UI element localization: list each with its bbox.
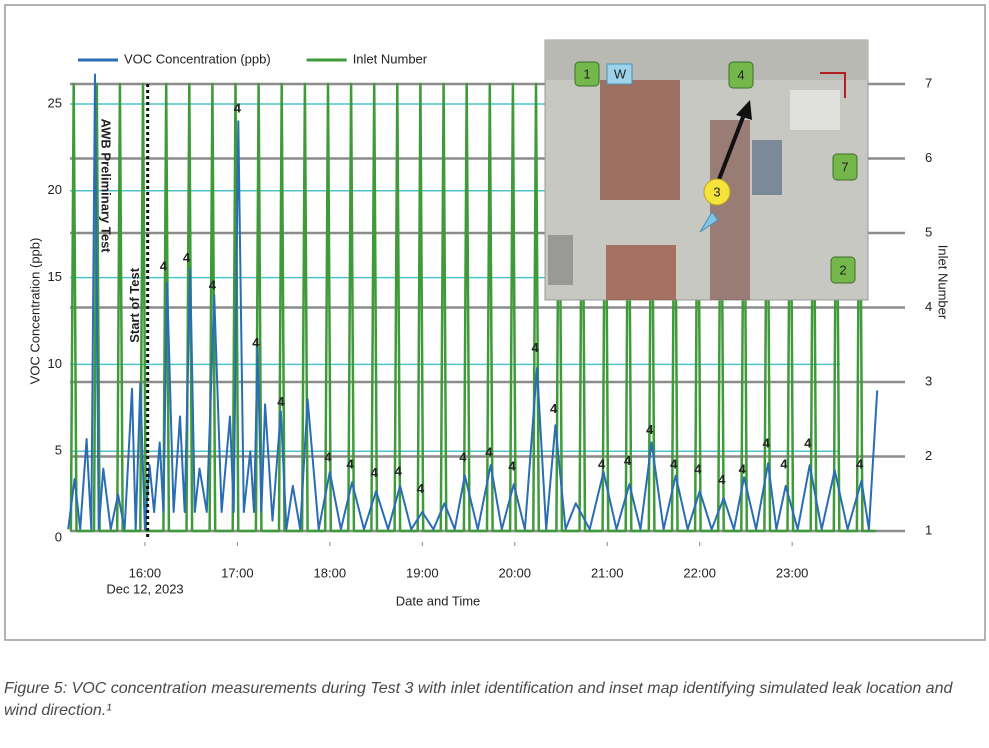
inset-map: 1 W 4 3 7 2 xyxy=(544,39,869,301)
y2-tick-label: 3 xyxy=(925,373,932,388)
peak-label: 4 xyxy=(718,472,726,487)
inset-label: 2 xyxy=(839,262,846,277)
x-tick-label: 22:00 xyxy=(683,565,716,580)
peak-label: 4 xyxy=(160,259,168,274)
y-tick-label: 15 xyxy=(48,269,62,284)
y2-tick-label: 6 xyxy=(925,150,932,165)
x-tick-label: 21:00 xyxy=(591,565,624,580)
x-tick-label: 19:00 xyxy=(406,565,439,580)
peak-label: 4 xyxy=(183,250,191,265)
inset-building xyxy=(752,140,782,195)
peak-label: 4 xyxy=(694,462,702,477)
inlet-icon xyxy=(832,153,858,181)
annotation: Start of Test xyxy=(127,267,142,343)
y2-tick-label: 7 xyxy=(925,75,932,90)
y-tick-label: 25 xyxy=(48,95,62,110)
x-tick-label: 16:00 xyxy=(129,565,162,580)
inset-labels: 1 W 4 3 7 2 xyxy=(574,61,858,284)
peak-label: 4 xyxy=(670,457,678,472)
peak-label: 4 xyxy=(234,101,242,116)
peak-label: 4 xyxy=(347,457,355,472)
series-line xyxy=(69,82,876,533)
inset-label: 1 xyxy=(583,66,590,81)
peak-label: 4 xyxy=(459,450,467,465)
labels: Date and Time VOC Concentration (ppb) In… xyxy=(27,51,950,608)
peak-label: 4 xyxy=(324,450,332,465)
inset-north xyxy=(820,72,846,98)
y-tick-label: 5 xyxy=(55,443,62,458)
peak-label: 4 xyxy=(739,462,747,477)
peak-label: 4 xyxy=(763,436,771,451)
peak-label: 4 xyxy=(252,335,260,350)
peak-label: 4 xyxy=(624,453,632,468)
inset-wind xyxy=(699,211,719,233)
inlet-icon xyxy=(728,61,754,89)
peak-label: 4 xyxy=(485,444,493,459)
y2-tick-label: 1 xyxy=(925,522,932,537)
wind-flag xyxy=(606,63,633,85)
date-label: Dec 12, 2023 xyxy=(106,581,183,596)
y2-tick-label: 4 xyxy=(925,299,932,314)
x-tick-label: 20:00 xyxy=(498,565,531,580)
legend-label: Inlet Number xyxy=(353,51,428,66)
peak-label: 4 xyxy=(804,436,812,451)
peak-label: 4 xyxy=(780,457,788,472)
peak-label: 4 xyxy=(646,422,654,437)
peak-label: 4 xyxy=(531,340,539,355)
inset-building xyxy=(548,235,573,285)
peak-label: 4 xyxy=(856,457,864,472)
peak-label: 4 xyxy=(277,394,285,409)
x-tick-label: 18:00 xyxy=(314,565,347,580)
peak-label: 4 xyxy=(395,463,403,478)
caption: Figure 5: VOC concentration measurements… xyxy=(4,680,953,719)
inset-building xyxy=(606,245,676,300)
y-tick-label: 20 xyxy=(48,182,62,197)
inset-label: 7 xyxy=(841,159,848,174)
legend-label: VOC Concentration (ppb) xyxy=(124,51,271,66)
inset-arrowhead xyxy=(736,100,752,120)
peak-label: 4 xyxy=(598,457,606,472)
peak-label: 4 xyxy=(550,401,558,416)
y-tick-label: 10 xyxy=(48,356,62,371)
inset-building xyxy=(600,80,680,200)
x-tick-label: 17:00 xyxy=(221,565,254,580)
leak-icon xyxy=(703,178,731,206)
series-line xyxy=(67,73,879,531)
y2-axis-label: Inlet Number xyxy=(936,245,951,320)
y-tick-label: 0 xyxy=(55,529,62,544)
peak-label: 4 xyxy=(209,278,217,293)
y-axis-label: VOC Concentration (ppb) xyxy=(27,238,42,385)
inset-label: 4 xyxy=(737,67,744,82)
inlet-icon xyxy=(830,256,856,284)
x-tick-label: 23:00 xyxy=(776,565,809,580)
peak-label: 4 xyxy=(417,481,425,496)
peak-label: 4 xyxy=(508,458,516,473)
y2-tick-label: 2 xyxy=(925,448,932,463)
x-axis-label: Date and Time xyxy=(396,593,481,608)
peak-label: 4 xyxy=(371,465,379,480)
y2-tick-label: 5 xyxy=(925,224,932,239)
inset-pad xyxy=(790,90,840,130)
annotation: AWB Preliminary Test xyxy=(99,118,114,253)
inset-label: W xyxy=(614,66,627,81)
inset-label: 3 xyxy=(713,184,720,199)
inlet-icon xyxy=(574,61,600,87)
inset-arrow xyxy=(716,111,747,183)
